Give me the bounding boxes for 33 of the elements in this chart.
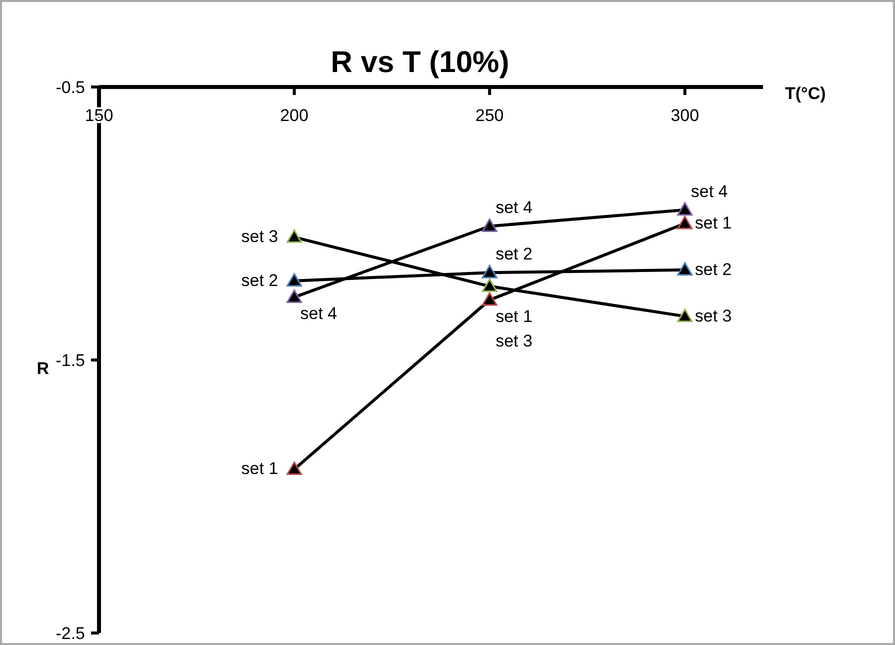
series-label: set 3 (694, 306, 732, 326)
text: set 3 (496, 331, 532, 350)
series-label: set 4 (300, 304, 338, 324)
point (286, 273, 302, 287)
point (286, 289, 302, 303)
y-tick-label: -1.5 (56, 351, 85, 370)
point (286, 461, 302, 475)
series-label: set 1 (496, 306, 532, 326)
text: set 1 (694, 214, 732, 232)
text: set 4 (496, 198, 532, 218)
chart-title: R vs T (10%) (330, 46, 510, 79)
y-axis-title: R (36, 359, 49, 378)
x-tick-label: 300 (670, 106, 700, 125)
text: set 1 (241, 459, 278, 478)
text: set 4 (690, 182, 728, 201)
text: set 3 (241, 227, 278, 246)
point (286, 229, 302, 243)
x-axis-title: T(°C) (785, 84, 826, 103)
point (677, 202, 693, 216)
text: set 2 (496, 244, 532, 264)
point (677, 262, 693, 276)
text: set 2 (241, 270, 278, 290)
point (677, 308, 693, 322)
point (677, 216, 693, 230)
y-tick-label: -2.5 (56, 624, 85, 643)
point (482, 278, 498, 292)
point (482, 292, 498, 306)
x-tick-label: 250 (475, 106, 504, 125)
y-tick-label: -0.5 (56, 78, 85, 97)
x-tick-label: 200 (280, 106, 308, 125)
series-label: set 2 (694, 260, 732, 279)
point (482, 218, 498, 232)
point (482, 264, 498, 278)
